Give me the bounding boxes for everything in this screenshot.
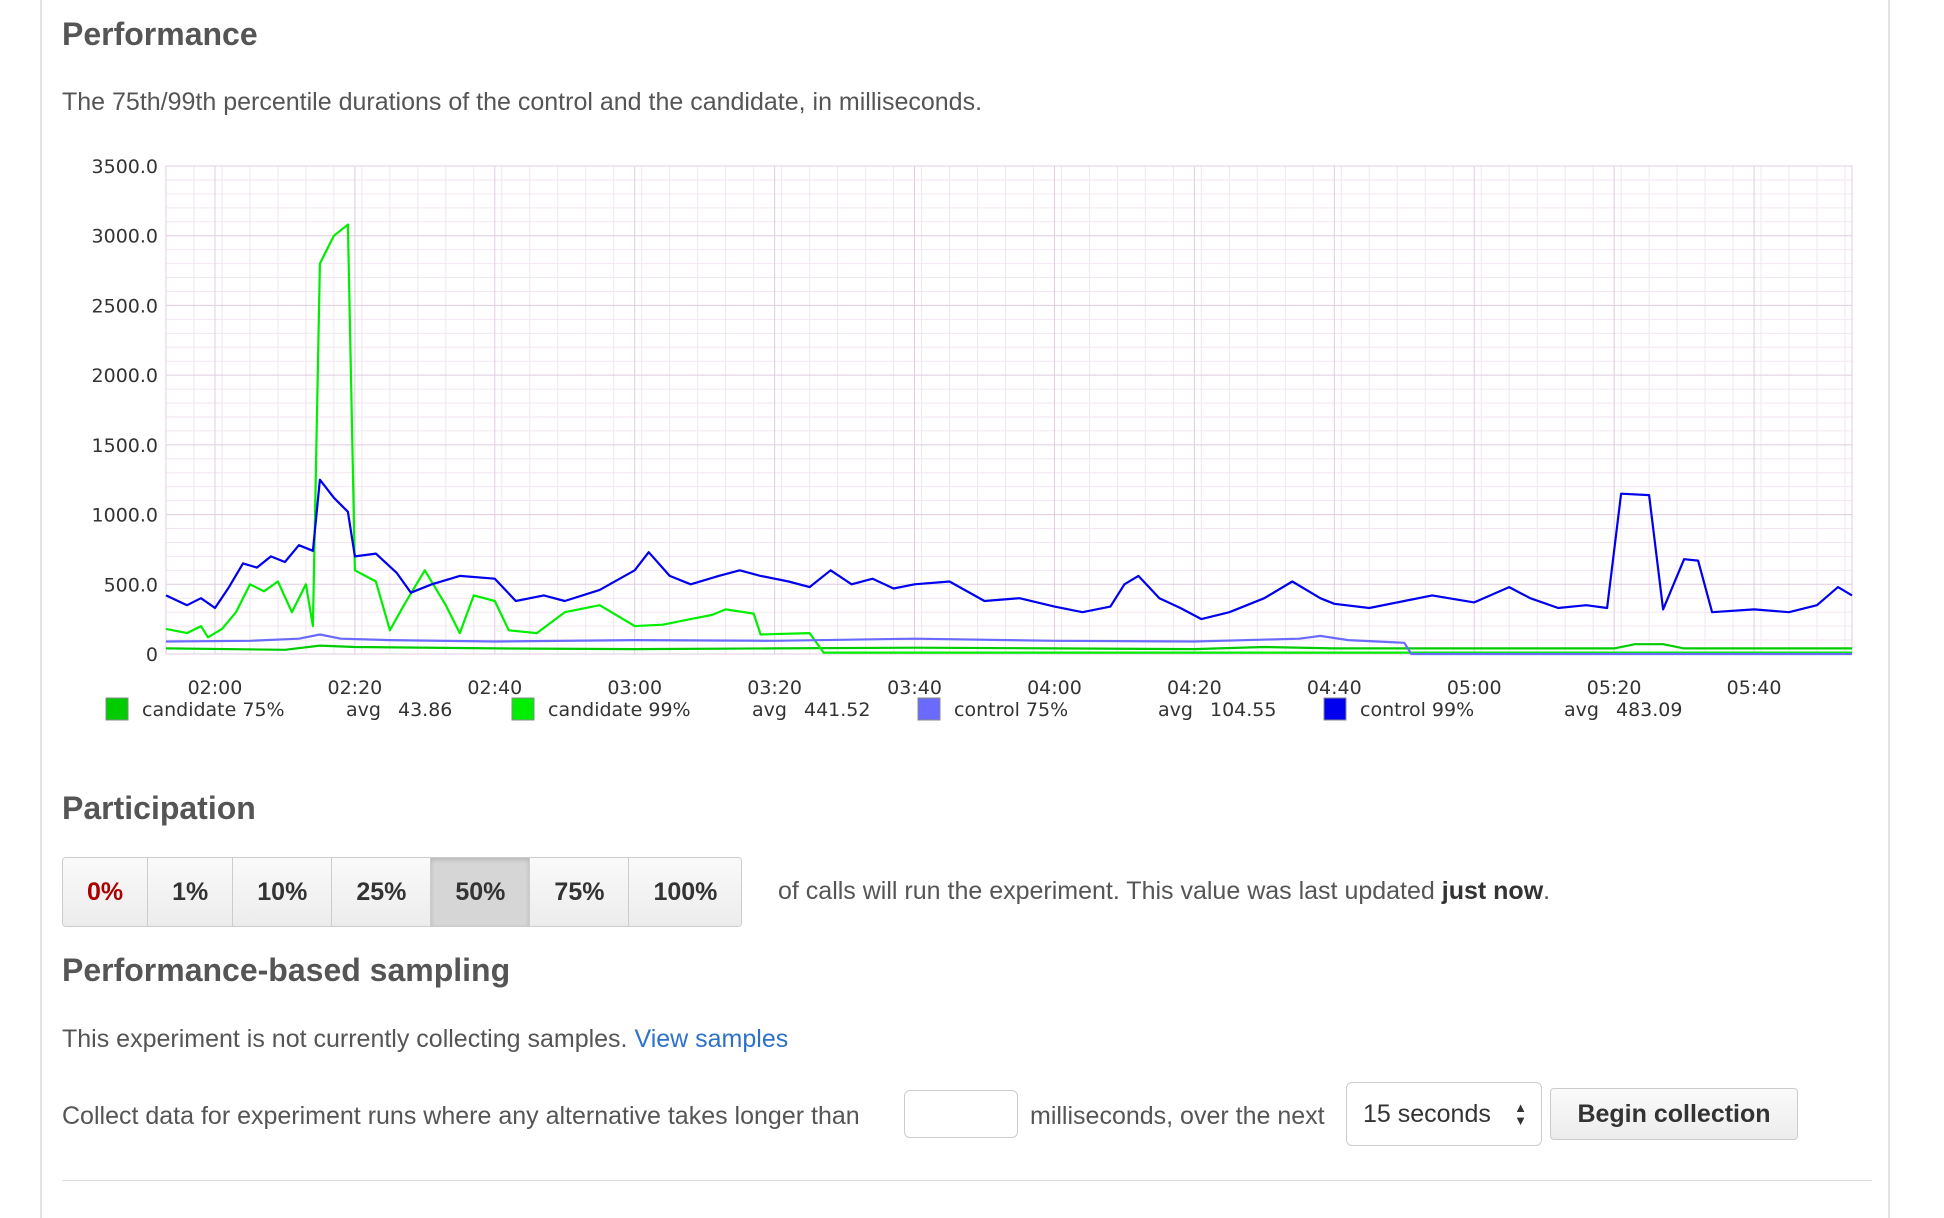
y-tick-label: 3500.0: [92, 156, 158, 178]
legend-avg-value-2: 104.55: [1210, 699, 1276, 721]
legend-avg-label-3: avg: [1564, 699, 1599, 721]
series-line-3: [165, 478, 1853, 621]
plot-border: [165, 165, 1853, 655]
x-tick-label: 04:40: [1307, 677, 1362, 699]
participation-text-end: .: [1543, 877, 1551, 905]
last-updated-time: just now: [1441, 877, 1544, 905]
x-tick-label: 05:00: [1447, 677, 1502, 699]
y-tick-label: 2500.0: [92, 295, 158, 317]
content-panel: [40, 0, 1890, 1218]
participation-option-75pct[interactable]: 75%: [530, 858, 630, 926]
performance-chart: 0 500.0 1000.0 1500.0 2000.0 2500.0 3000.0 3500…: [92, 156, 1853, 721]
y-tick-label: 0: [146, 644, 158, 666]
legend-name-2: control 75%: [954, 699, 1068, 721]
x-tick-label: 02:00: [188, 677, 243, 699]
x-tick-label: 03:40: [887, 677, 942, 699]
legend-avg-label-1: avg: [752, 699, 787, 721]
legend-avg-value-1: 441.52: [804, 699, 870, 721]
x-tick-label: 04:00: [1027, 677, 1082, 699]
participation-heading: Participation: [62, 790, 256, 826]
x-tick-label: 03:00: [607, 677, 662, 699]
section-divider: [62, 1180, 1872, 1181]
y-tick-label: 1500.0: [92, 435, 158, 457]
x-tick-label: 02:40: [467, 677, 522, 699]
x-tick-label: 05:40: [1727, 677, 1782, 699]
participation-text: of calls will run the experiment. This v…: [778, 877, 1442, 905]
y-tick-label: 1000.0: [92, 505, 158, 527]
duration-select[interactable]: 15 seconds ▲ ▼: [1346, 1082, 1542, 1146]
participation-option-10pct[interactable]: 10%: [233, 858, 333, 926]
legend-swatch-3: [1323, 697, 1347, 721]
legend-swatch-1: [511, 697, 535, 721]
duration-selected-value: 15 seconds: [1363, 1099, 1491, 1128]
sampling-heading: Performance-based sampling: [62, 952, 511, 988]
collect-text-after: milliseconds, over the next: [1030, 1102, 1325, 1130]
legend-name-3: control 99%: [1360, 699, 1474, 721]
x-tick-label: 02:20: [328, 677, 383, 699]
collect-text-before: Collect data for experiment runs where a…: [62, 1102, 860, 1130]
series-line-2: [165, 633, 1852, 656]
participation-option-1pct[interactable]: 1%: [148, 858, 234, 926]
series-line-0: [165, 643, 1852, 651]
legend-name-1: candidate 99%: [548, 699, 691, 721]
select-arrows-icon: ▲ ▼: [1514, 1100, 1527, 1128]
view-samples-link[interactable]: View samples: [634, 1025, 789, 1053]
legend-name-0: candidate 75%: [142, 699, 285, 721]
performance-description: The 75th/99th percentile durations of th…: [62, 88, 983, 116]
y-tick-label: 2000.0: [92, 365, 158, 387]
x-tick-label: 05:20: [1587, 677, 1642, 699]
legend-avg-value-0: 43.86: [398, 699, 452, 721]
sampling-status: This experiment is not currently collect…: [62, 1025, 788, 1054]
participation-option-0pct[interactable]: 0%: [63, 858, 149, 926]
participation-option-50pct[interactable]: 50%: [431, 858, 531, 926]
legend-avg-label-0: avg: [346, 699, 381, 721]
x-tick-label: 04:20: [1167, 677, 1222, 699]
legend-swatch-0: [105, 697, 129, 721]
participation-option-25pct[interactable]: 25%: [332, 858, 432, 926]
legend-avg-label-2: avg: [1158, 699, 1193, 721]
threshold-ms-input[interactable]: [904, 1090, 1018, 1138]
legend-avg-value-3: 483.09: [1616, 699, 1682, 721]
participation-options: 0% 1% 10% 25% 50% 75% 100%: [62, 857, 743, 927]
series-line-1: [165, 223, 1852, 654]
participation-status-text: of calls will run the experiment. This v…: [778, 877, 1550, 906]
x-tick-label: 03:20: [747, 677, 802, 699]
y-tick-label: 500.0: [104, 574, 158, 596]
legend-swatch-2: [917, 697, 941, 721]
begin-collection-button[interactable]: Begin collection: [1550, 1088, 1798, 1140]
sampling-status-text: This experiment is not currently collect…: [62, 1025, 628, 1053]
performance-heading: Performance: [62, 16, 258, 52]
participation-option-100pct[interactable]: 100%: [629, 858, 742, 926]
y-tick-label: 3000.0: [92, 226, 158, 248]
